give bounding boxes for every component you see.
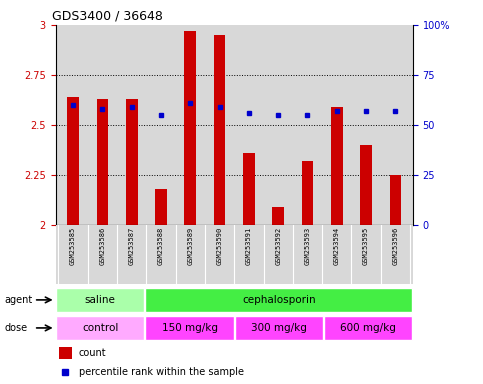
Text: GSM253590: GSM253590 <box>216 227 223 265</box>
Text: GSM253595: GSM253595 <box>363 227 369 265</box>
Bar <box>126 99 138 225</box>
Text: cephalosporin: cephalosporin <box>242 295 316 305</box>
Bar <box>155 189 167 225</box>
Bar <box>214 35 226 225</box>
Text: GSM253587: GSM253587 <box>128 227 135 265</box>
Text: GSM253586: GSM253586 <box>99 227 105 265</box>
Text: dose: dose <box>5 323 28 333</box>
Text: GSM253594: GSM253594 <box>334 227 340 265</box>
Bar <box>185 31 196 225</box>
Bar <box>243 153 255 225</box>
Bar <box>235 316 323 340</box>
Text: saline: saline <box>85 295 115 305</box>
Bar <box>272 207 284 225</box>
Text: count: count <box>79 348 106 358</box>
Bar <box>360 145 372 225</box>
Text: agent: agent <box>5 295 33 305</box>
Bar <box>56 288 144 312</box>
Bar <box>389 175 401 225</box>
Bar <box>59 347 71 359</box>
Text: 150 mg/kg: 150 mg/kg <box>162 323 217 333</box>
Text: GSM253589: GSM253589 <box>187 227 193 265</box>
Text: 600 mg/kg: 600 mg/kg <box>341 323 396 333</box>
Text: GDS3400 / 36648: GDS3400 / 36648 <box>52 9 163 22</box>
Text: GSM253591: GSM253591 <box>246 227 252 265</box>
Bar <box>97 99 108 225</box>
Bar <box>331 107 342 225</box>
Text: 300 mg/kg: 300 mg/kg <box>251 323 307 333</box>
Text: GSM253596: GSM253596 <box>392 227 398 265</box>
Bar <box>145 288 412 312</box>
Text: GSM253588: GSM253588 <box>158 227 164 265</box>
Text: GSM253585: GSM253585 <box>70 227 76 265</box>
Bar <box>324 316 412 340</box>
Bar <box>67 97 79 225</box>
Bar <box>56 316 144 340</box>
Text: GSM253593: GSM253593 <box>304 227 311 265</box>
Text: control: control <box>82 323 118 333</box>
Text: percentile rank within the sample: percentile rank within the sample <box>79 367 244 377</box>
Bar <box>145 316 234 340</box>
Bar <box>302 161 313 225</box>
Text: GSM253592: GSM253592 <box>275 227 281 265</box>
